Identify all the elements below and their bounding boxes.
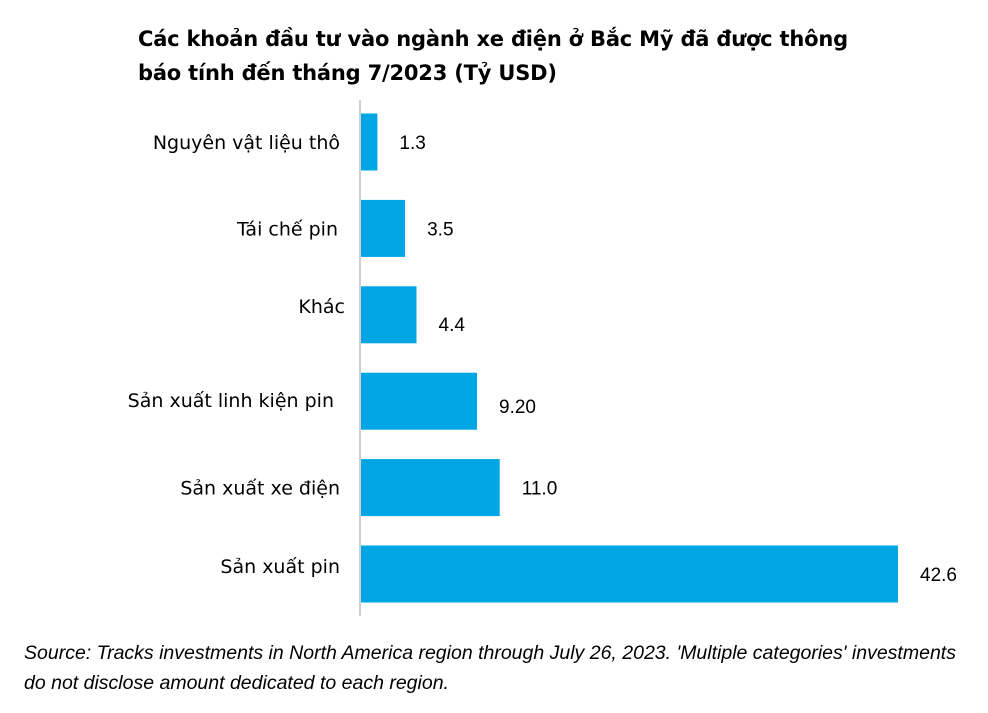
value-label-6: 42.6 <box>920 565 957 586</box>
value-label-5: 11.0 <box>522 479 558 500</box>
category-label-1: Nguyên vật liệu thô <box>153 132 340 154</box>
value-label-1: 1.3 <box>399 133 425 154</box>
category-label-5: Sản xuất xe điện <box>180 478 340 500</box>
source-note: Source: Tracks investments in North Amer… <box>24 642 956 694</box>
chart-title: Các khoản đầu tư vào ngành xe điện ở Bắc… <box>138 27 848 85</box>
bar-5 <box>361 459 500 517</box>
category-label-4: Sản xuất linh kiện pin <box>128 390 334 412</box>
bar-4 <box>361 372 477 430</box>
value-label-3: 4.4 <box>439 315 466 336</box>
bar-3 <box>361 286 417 344</box>
labels-layer: 1.3 Nguyên vật liệu thô 3.5 Tái chế pin 4.4 K… <box>128 132 957 586</box>
bar-2 <box>361 199 406 257</box>
value-label-2: 3.5 <box>427 219 453 240</box>
category-label-3: Khác <box>298 296 345 318</box>
category-label-2: Tái chế pin <box>236 218 338 240</box>
bars-layer <box>361 113 898 603</box>
value-label-4: 9.20 <box>499 397 536 418</box>
bar-1 <box>361 113 378 171</box>
category-label-6: Sản xuất pin <box>220 556 340 578</box>
bar-6 <box>361 545 898 603</box>
